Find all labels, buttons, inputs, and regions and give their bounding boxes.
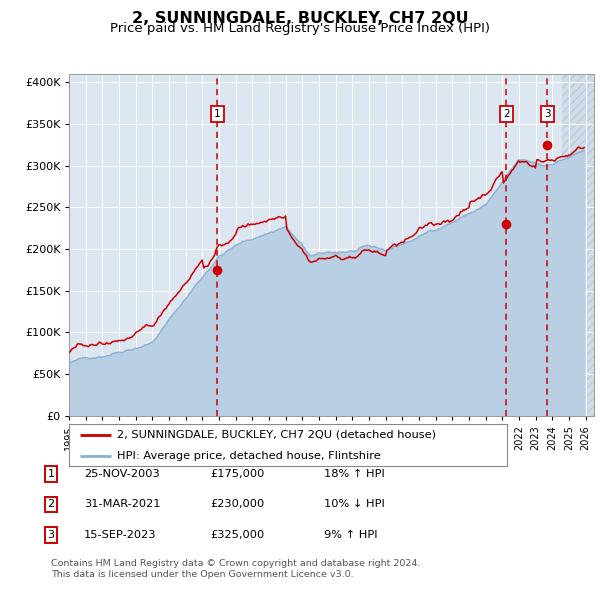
Text: 9% ↑ HPI: 9% ↑ HPI <box>324 530 377 540</box>
Text: 2: 2 <box>503 109 510 119</box>
Text: £175,000: £175,000 <box>210 469 265 478</box>
Text: 18% ↑ HPI: 18% ↑ HPI <box>324 469 385 478</box>
Text: £230,000: £230,000 <box>210 500 264 509</box>
Text: 3: 3 <box>544 109 551 119</box>
Text: 3: 3 <box>47 530 55 540</box>
Text: Price paid vs. HM Land Registry's House Price Index (HPI): Price paid vs. HM Land Registry's House … <box>110 22 490 35</box>
Text: 1: 1 <box>47 469 55 478</box>
Text: 15-SEP-2023: 15-SEP-2023 <box>84 530 157 540</box>
Text: 1: 1 <box>214 109 221 119</box>
Text: 2, SUNNINGDALE, BUCKLEY, CH7 2QU (detached house): 2, SUNNINGDALE, BUCKLEY, CH7 2QU (detach… <box>117 430 436 440</box>
Text: 2: 2 <box>47 500 55 509</box>
Text: 25-NOV-2003: 25-NOV-2003 <box>84 469 160 478</box>
Text: Contains HM Land Registry data © Crown copyright and database right 2024.: Contains HM Land Registry data © Crown c… <box>51 559 421 568</box>
Text: £325,000: £325,000 <box>210 530 264 540</box>
Text: HPI: Average price, detached house, Flintshire: HPI: Average price, detached house, Flin… <box>117 451 381 461</box>
Bar <box>562 74 594 416</box>
Text: This data is licensed under the Open Government Licence v3.0.: This data is licensed under the Open Gov… <box>51 571 353 579</box>
Text: 10% ↓ HPI: 10% ↓ HPI <box>324 500 385 509</box>
Text: 2, SUNNINGDALE, BUCKLEY, CH7 2QU: 2, SUNNINGDALE, BUCKLEY, CH7 2QU <box>131 11 469 25</box>
Text: 31-MAR-2021: 31-MAR-2021 <box>84 500 161 509</box>
